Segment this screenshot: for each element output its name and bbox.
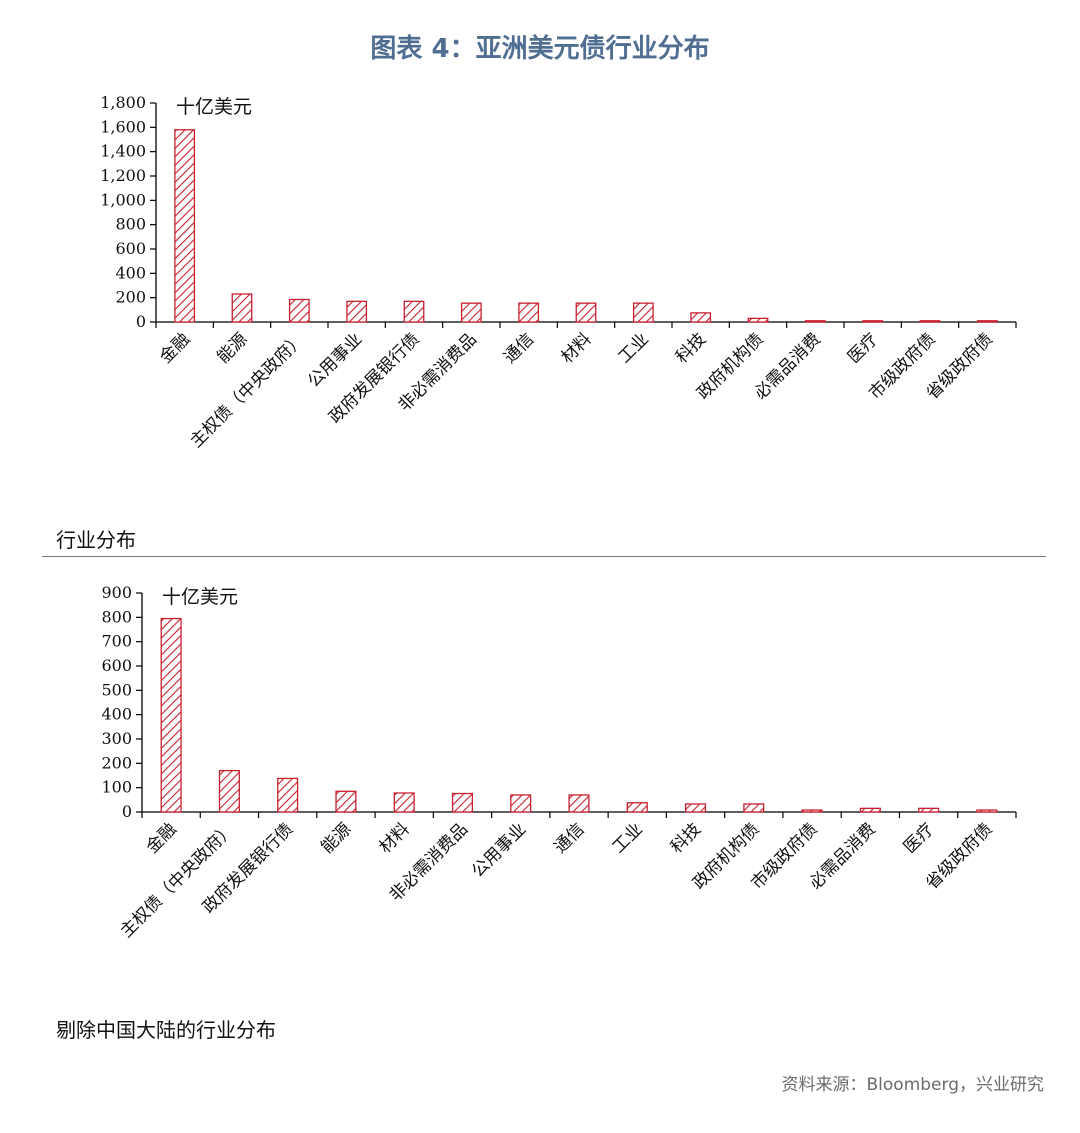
x-category-label: 医疗 — [900, 819, 938, 857]
bar-能源 — [231, 293, 253, 323]
y-tick-label: 1,200 — [100, 166, 146, 185]
y-tick-label: 900 — [101, 583, 132, 602]
bar-市级政府债 — [919, 320, 941, 323]
bar-主权债（中央政府） — [288, 298, 310, 323]
y-tick-label: 0 — [122, 802, 132, 821]
figure-title: 图表 4：亚洲美元债行业分布 — [370, 34, 710, 64]
x-category-label: 金融 — [142, 819, 180, 857]
bar-政府机构债 — [747, 317, 769, 323]
bar-医疗 — [918, 807, 940, 813]
y-tick-label: 0 — [136, 312, 146, 331]
y-tick-label: 600 — [115, 239, 146, 258]
x-category-label: 科技 — [672, 329, 710, 367]
bar-省级政府债 — [976, 809, 998, 813]
y-tick-label: 1,000 — [100, 190, 146, 209]
unit-label: 十亿美元 — [176, 96, 252, 118]
x-category-label: 材料 — [376, 819, 414, 857]
source-note: 资料来源：Bloomberg，兴业研究 — [781, 1075, 1044, 1095]
x-category-label: 公用事业 — [468, 819, 530, 881]
divider — [42, 556, 1046, 557]
bar-政府机构债 — [743, 803, 765, 813]
y-tick-label: 600 — [101, 656, 132, 675]
bar-必需品消费 — [859, 807, 881, 813]
y-tick-label: 700 — [101, 632, 132, 651]
bar-市级政府债 — [801, 809, 823, 813]
y-tick-label: 400 — [101, 705, 132, 724]
bar-工业 — [632, 302, 654, 323]
x-category-label: 科技 — [667, 819, 705, 857]
bar-医疗 — [862, 320, 884, 323]
bar-材料 — [393, 792, 415, 813]
x-category-label: 主权债（中央政府） — [187, 329, 309, 451]
bar-金融 — [174, 129, 196, 323]
bar-通信 — [518, 302, 540, 323]
bar-必需品消费 — [804, 320, 826, 323]
bar-通信 — [568, 794, 590, 813]
x-category-label: 通信 — [550, 819, 588, 857]
y-tick-label: 1,600 — [100, 117, 146, 136]
bar-科技 — [684, 803, 707, 813]
y-tick-label: 1,800 — [100, 93, 146, 112]
y-tick-label: 800 — [101, 607, 132, 626]
x-category-label: 能源 — [213, 329, 251, 367]
y-tick-label: 800 — [115, 215, 146, 234]
y-tick-label: 100 — [101, 778, 132, 797]
y-tick-label: 200 — [101, 753, 132, 772]
chart-caption: 剔除中国大陆的行业分布 — [56, 1018, 276, 1042]
y-tick-label: 300 — [101, 729, 132, 748]
bar-公用事业 — [346, 300, 368, 323]
bar-公用事业 — [510, 794, 532, 813]
chart-caption: 行业分布 — [56, 528, 136, 552]
bar-主权债（中央政府） — [218, 769, 240, 813]
bar-材料 — [575, 302, 597, 323]
x-category-label: 医疗 — [844, 329, 882, 367]
bar-省级政府债 — [976, 320, 998, 323]
ex-mainland-industry-distribution-chart: 0100200300400500600700800900金融主权债（中央政府）政… — [101, 583, 1017, 942]
unit-label: 十亿美元 — [162, 586, 238, 608]
y-tick-label: 400 — [115, 263, 146, 282]
x-category-label: 金融 — [156, 329, 194, 367]
bar-非必需消费品 — [451, 792, 474, 813]
y-tick-label: 500 — [101, 680, 132, 699]
bar-能源 — [335, 790, 357, 813]
bar-工业 — [626, 802, 648, 813]
x-category-label: 材料 — [557, 329, 595, 367]
bar-政府发展银行债 — [277, 777, 299, 813]
x-category-label: 通信 — [500, 329, 538, 367]
x-category-label: 工业 — [615, 329, 653, 367]
y-tick-label: 1,400 — [100, 142, 146, 161]
industry-distribution-chart: 0 200 400 600 800 1,000 1,200 1,400 1,600 1,800 金融… — [100, 93, 1017, 452]
bar-政府发展银行债 — [403, 300, 425, 323]
bar-科技 — [690, 312, 712, 323]
x-category-label: 能源 — [317, 819, 355, 857]
y-tick-label: 200 — [115, 288, 146, 307]
bar-金融 — [160, 617, 182, 813]
x-category-label: 工业 — [609, 819, 647, 857]
bar-非必需消费品 — [460, 302, 482, 323]
